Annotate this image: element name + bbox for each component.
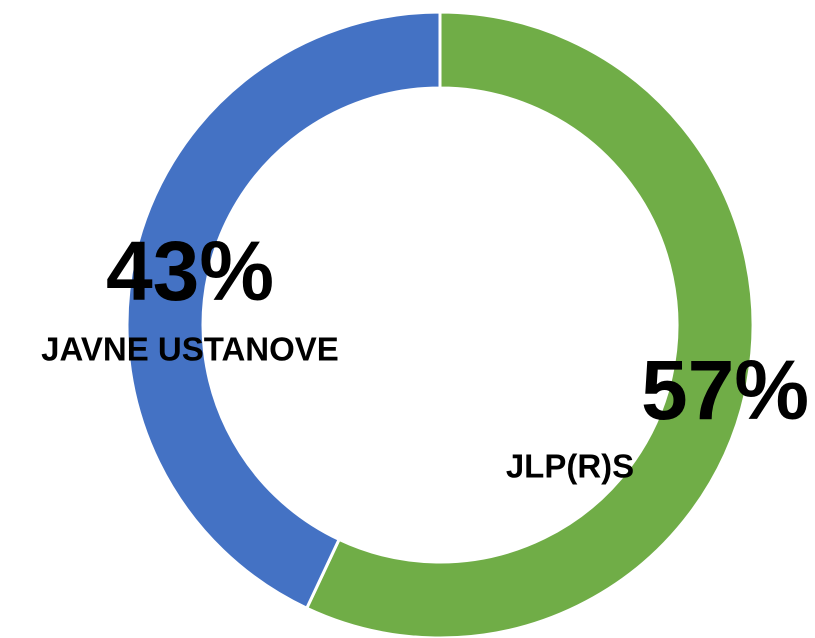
category-label: JAVNE USTANOVE xyxy=(41,331,339,368)
value-label: 57% xyxy=(641,343,809,437)
category-label: JLP(R)S xyxy=(506,448,634,485)
donut-slice xyxy=(304,10,755,638)
value-label: 43% xyxy=(106,224,274,318)
donut-slice xyxy=(125,10,442,611)
